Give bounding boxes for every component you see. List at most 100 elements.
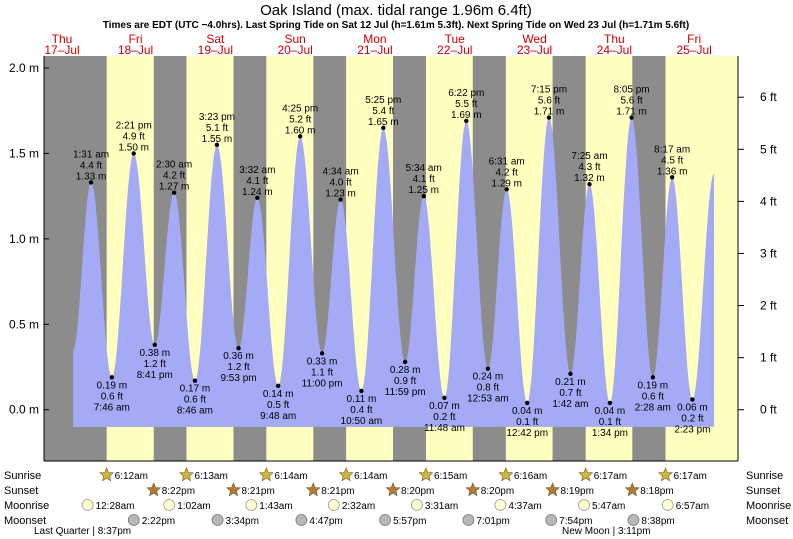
low-tide-point xyxy=(690,397,695,402)
moonset-icon xyxy=(295,514,308,526)
date-label: 19–Jul xyxy=(198,43,233,57)
row-label-moonset: Moonset xyxy=(4,515,46,527)
row-label-right-moonset: Moonset xyxy=(746,515,788,527)
high-tide-meters: 1.27 m xyxy=(159,182,190,193)
y-tick-label-m: 0.5 m xyxy=(9,317,39,331)
sunrise-icon xyxy=(578,467,594,482)
moon-phase-last-quarter: Last Quarter | 8:37pm xyxy=(34,526,131,537)
high-tide-feet: 5.6 ft xyxy=(620,96,642,107)
moonset-time: 7:01pm xyxy=(476,516,509,527)
moonrise-time: 2:32am xyxy=(342,501,375,512)
low-tide-feet: 0.6 ft xyxy=(642,391,664,402)
moonrise-icon xyxy=(245,499,258,511)
high-tide-point xyxy=(421,193,426,199)
y-tick-label-ft: 2 ft xyxy=(760,299,777,313)
date-label: 23–Jul xyxy=(517,43,552,57)
high-tide-meters: 1.29 m xyxy=(491,178,522,189)
moonset-time: 4:47pm xyxy=(309,516,342,527)
y-tick-label-ft: 0 ft xyxy=(760,403,777,417)
low-tide-feet: 0.8 ft xyxy=(477,383,499,394)
high-tide-meters: 1.50 m xyxy=(118,142,149,153)
high-tide-time: 4:25 pm xyxy=(282,103,318,114)
moonset-time: 8:38pm xyxy=(641,516,674,527)
high-tide-meters: 1.69 m xyxy=(451,110,482,121)
moonset-time: 5:57pm xyxy=(393,516,426,527)
high-tide-feet: 5.1 ft xyxy=(206,123,228,134)
high-tide-point xyxy=(214,142,220,148)
high-tide-feet: 4.2 ft xyxy=(496,167,518,178)
high-tide-feet: 5.4 ft xyxy=(372,106,394,117)
low-tide-feet: 0.6 ft xyxy=(184,395,206,406)
low-tide-time: 1:42 am xyxy=(552,399,588,410)
high-tide-meters: 1.23 m xyxy=(325,189,356,200)
high-tide-time: 3:32 am xyxy=(239,165,275,176)
y-tick-label-m: 1.5 m xyxy=(9,146,39,160)
moonrise-time: 1:02am xyxy=(177,501,210,512)
low-tide-feet: 1.1 ft xyxy=(311,367,333,378)
high-tide-point xyxy=(381,125,386,130)
low-tide-time: 11:00 pm xyxy=(302,378,343,389)
high-tide-time: 7:15 pm xyxy=(531,85,567,96)
high-tide-point xyxy=(255,195,260,201)
low-tide-meters: 0.24 m xyxy=(473,372,504,383)
high-tide-point xyxy=(629,115,634,120)
sunset-icon xyxy=(305,482,321,497)
low-tide-feet: 0.6 ft xyxy=(101,391,123,402)
moonset-time: 3:34pm xyxy=(226,516,259,527)
high-tide-meters: 1.24 m xyxy=(242,187,273,198)
chart-title: Oak Island (max. tidal range 1.96m 6.4ft… xyxy=(260,2,532,19)
low-tide-point xyxy=(275,383,281,389)
sunrise-icon xyxy=(99,467,115,482)
low-tide-time: 10:50 am xyxy=(341,416,383,427)
high-tide-feet: 4.5 ft xyxy=(661,155,683,166)
low-tide-point xyxy=(236,346,241,351)
high-tide-meters: 1.32 m xyxy=(574,173,605,184)
high-tide-point xyxy=(131,151,136,156)
low-tide-feet: 1.2 ft xyxy=(227,362,249,373)
low-tide-time: 12:42 pm xyxy=(506,428,548,439)
date-label: 21–Jul xyxy=(357,43,392,57)
day-label: Tue xyxy=(445,32,466,46)
row-label-sunset: Sunset xyxy=(4,485,38,497)
day-label: Wed xyxy=(522,32,546,46)
low-tide-meters: 0.33 m xyxy=(307,356,338,367)
high-tide-time: 8:05 pm xyxy=(613,85,649,96)
sunset-time: 8:20pm xyxy=(401,486,434,497)
low-tide-point xyxy=(192,378,198,383)
date-label: 17–Jul xyxy=(44,43,79,57)
low-tide-meters: 0.36 m xyxy=(223,351,254,362)
sunset-icon xyxy=(545,482,560,497)
low-tide-time: 2:23 pm xyxy=(674,424,710,435)
high-tide-feet: 5.5 ft xyxy=(455,99,477,110)
sunset-icon xyxy=(385,482,401,497)
high-tide-time: 4:34 am xyxy=(323,167,359,178)
low-tide-meters: 0.04 m xyxy=(595,406,626,417)
day-label: Mon xyxy=(363,32,386,46)
sunrise-time: 6:17am xyxy=(594,471,627,482)
low-tide-meters: 0.17 m xyxy=(180,384,211,395)
low-tide-point xyxy=(152,342,157,347)
moonset-time: 7:54pm xyxy=(559,516,592,527)
high-tide-point xyxy=(464,118,469,124)
high-tide-point xyxy=(669,175,675,180)
sunset-time: 8:22pm xyxy=(162,486,195,497)
date-label: 22–Jul xyxy=(437,43,472,57)
low-tide-meters: 0.06 m xyxy=(677,402,708,413)
low-tide-feet: 0.2 ft xyxy=(681,413,703,424)
sunrise-time: 6:12am xyxy=(115,471,148,482)
low-tide-point xyxy=(109,375,115,380)
sunrise-icon xyxy=(418,467,434,482)
high-tide-time: 6:31 am xyxy=(489,156,525,167)
sunrise-icon xyxy=(258,467,274,482)
sunset-icon xyxy=(146,482,162,497)
low-tide-time: 12:53 am xyxy=(467,394,509,405)
sunrise-icon xyxy=(658,467,673,482)
high-tide-feet: 4.0 ft xyxy=(329,178,351,189)
moonset-icon xyxy=(127,514,140,526)
low-tide-meters: 0.28 m xyxy=(390,365,421,376)
moonrise-time: 6:57am xyxy=(676,501,709,512)
high-tide-time: 2:30 am xyxy=(156,160,192,171)
sunrise-icon xyxy=(498,467,514,482)
low-tide-point xyxy=(442,395,447,400)
